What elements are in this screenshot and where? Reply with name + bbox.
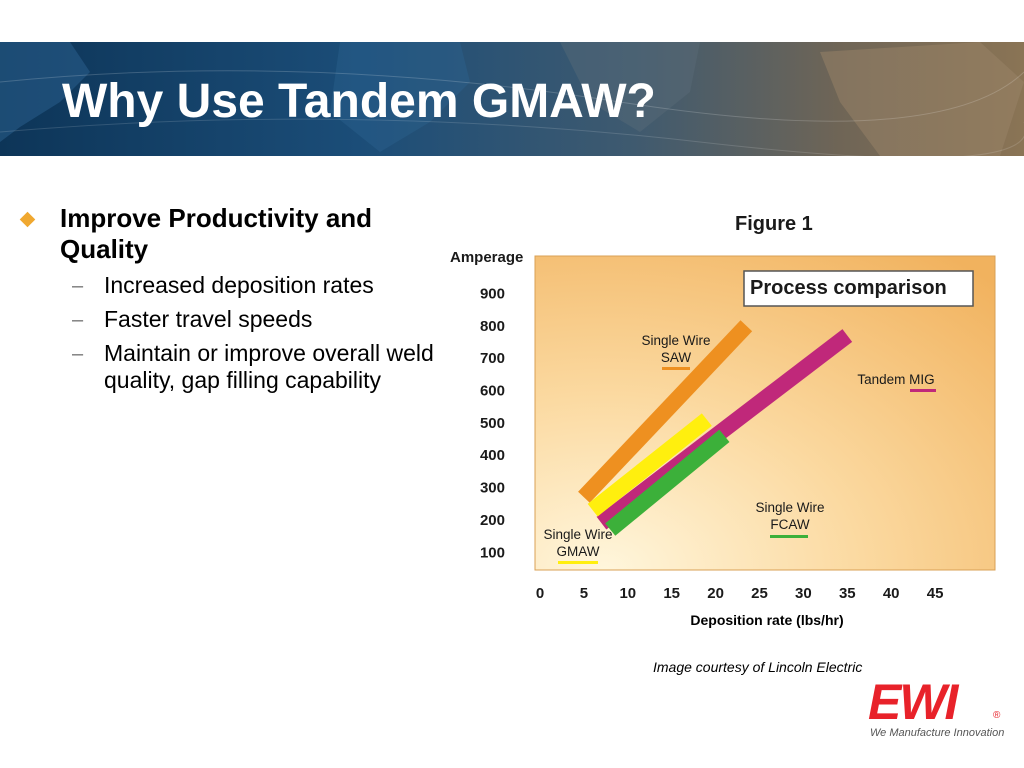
- title-box: [743, 270, 974, 307]
- y-tick-label: 700: [480, 350, 505, 367]
- y-tick-label: 100: [480, 544, 505, 561]
- tandem-mig-bar: [596, 329, 853, 530]
- registered-mark: ®: [993, 710, 1001, 721]
- saw-label-line: SAW: [661, 350, 692, 365]
- saw-label-line: Single Wire: [641, 333, 710, 348]
- y-tick-label: 200: [480, 512, 505, 529]
- figure-label: Figure 1: [735, 213, 813, 235]
- x-tick-label: 0: [536, 585, 544, 602]
- dash-icon: –: [72, 343, 84, 365]
- x-tick-label: 5: [580, 585, 588, 602]
- gmaw-label-line: Single Wire: [543, 527, 612, 542]
- diamond-bullet-icon: [19, 211, 36, 228]
- y-axis-label: Amperage: [450, 249, 523, 266]
- y-tick-label: 800: [480, 318, 505, 335]
- ewi-logo: EWI ® We Manufacture Innovation: [868, 676, 1008, 746]
- y-tick-label: 400: [480, 447, 505, 464]
- bullet-main: Improve Productivity and Quality: [60, 203, 373, 264]
- dash-icon: –: [72, 309, 84, 331]
- x-tick-label: 15: [663, 585, 680, 602]
- process-comparison-chart: Figure 1 Amperage Process comparison 100…: [450, 213, 996, 628]
- fcaw-label: Single Wire FCAW: [755, 500, 824, 532]
- x-tick-label: 45: [927, 585, 944, 602]
- image-credit: Image courtesy of Lincoln Electric: [653, 659, 863, 675]
- x-tick-label: 25: [751, 585, 768, 602]
- x-axis-label: Deposition rate (lbs/hr): [690, 612, 843, 628]
- x-tick-label: 20: [707, 585, 724, 602]
- tandem-mig-label: Tandem MIG: [857, 372, 934, 387]
- y-tick-label: 300: [480, 480, 505, 497]
- chart-title: Process comparison: [750, 277, 947, 299]
- slide-title: Why Use Tandem GMAW?: [62, 75, 656, 128]
- x-tick-label: 35: [839, 585, 856, 602]
- title-banner: [0, 42, 1024, 156]
- sub-bullet-1: Increased deposition rates: [104, 272, 374, 298]
- y-tick-label: 900: [480, 285, 505, 302]
- gmaw-bar: [587, 413, 712, 517]
- tandem-mig-label-line: Tandem MIG: [857, 372, 934, 387]
- gmaw-label-line: GMAW: [557, 544, 600, 559]
- sub-bullet-2: Faster travel speeds: [104, 306, 313, 332]
- y-tick-label: 500: [480, 415, 505, 432]
- fcaw-label-line: Single Wire: [755, 500, 824, 515]
- x-tick-label: 10: [619, 585, 636, 602]
- x-tick-label: 40: [883, 585, 900, 602]
- saw-label: Single Wire SAW: [641, 333, 710, 365]
- map-background: [0, 42, 1024, 156]
- x-tick-label: 30: [795, 585, 812, 602]
- sub-bullet-3: Maintain or improve overall weld quality…: [104, 340, 434, 393]
- dash-icon: –: [72, 275, 84, 297]
- gmaw-label: Single Wire GMAW: [543, 527, 612, 559]
- saw-bar: [578, 320, 753, 503]
- saw-label-swatch: [662, 367, 690, 370]
- fcaw-label-line: FCAW: [770, 517, 809, 532]
- fcaw-label-swatch: [770, 535, 808, 538]
- logo-tagline: We Manufacture Innovation: [870, 727, 1005, 739]
- y-tick-label: 600: [480, 383, 505, 400]
- gmaw-label-swatch: [558, 561, 598, 564]
- fcaw-bar: [605, 429, 730, 536]
- ewi-logo-mark: EWI: [868, 674, 958, 730]
- tandem-mig-label-swatch: [910, 389, 936, 392]
